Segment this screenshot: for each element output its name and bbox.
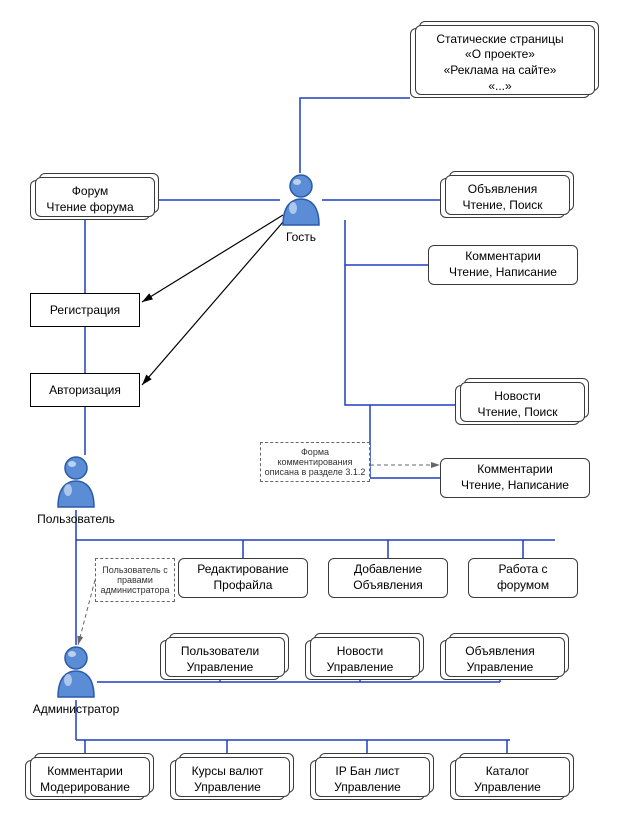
plain-box-line: Объявления [353, 578, 422, 594]
plain-box-comments1: КомментарииЧтение, Написание [428, 245, 578, 285]
note-text: Пользователь с правами администратора [99, 565, 171, 595]
actor-label-guest: Гость [241, 230, 361, 244]
stack-box-line: Модерирование [40, 780, 130, 796]
stack-box-line: Управление [187, 660, 254, 676]
stack-box-line: Чтение, Поиск [463, 198, 543, 214]
plain-box-line: Комментарии [477, 462, 553, 478]
plain-box-edit_profile: РедактированиеПрофайла [178, 558, 308, 598]
stack-box-rates_mgmt: Курсы валютУправление [170, 760, 285, 800]
stack-box-line: Чтение, Поиск [478, 405, 558, 421]
stack-box-line: Форум [72, 184, 108, 200]
plain-box-line: Профайла [214, 578, 273, 594]
plain-box-forum_work: Работа сфорумом [468, 558, 578, 598]
actor-guest [283, 175, 319, 225]
plain-box-line: Добавление [354, 562, 422, 578]
stack-box-line: «О проекте» [465, 47, 535, 63]
stack-box-line: Статические страницы [436, 32, 563, 48]
stack-box-ads_mgmt: ОбъявленияУправление [440, 640, 560, 680]
note-note_admin: Пользователь с правами администратора [95, 558, 175, 602]
stack-box-news_read: НовостиЧтение, Поиск [455, 385, 580, 425]
actor-label-admin: Администратор [16, 702, 136, 716]
stack-box-line: Новости [494, 389, 540, 405]
plain-box-line: Работа с [499, 562, 548, 578]
stack-box-line: Каталог [486, 764, 530, 780]
stack-box-line: Новости [337, 644, 383, 660]
stack-box-line: Управление [474, 780, 541, 796]
plain-box-line: Чтение, Написание [461, 478, 569, 494]
rect-box-authorization: Авторизация [30, 373, 140, 407]
note-text: Форма комментирования описана в разделе … [264, 447, 366, 477]
plain-box-line: Редактирование [197, 562, 288, 578]
plain-box-comments2: КомментарииЧтение, Написание [440, 458, 590, 498]
actor-user [58, 457, 94, 507]
plain-box-line: форумом [497, 578, 549, 594]
rect-box-label: Регистрация [50, 303, 120, 317]
actor-admin [58, 647, 94, 697]
stack-box-line: Объявления [465, 644, 534, 660]
stack-box-users_mgmt: ПользователиУправление [160, 640, 280, 680]
stack-box-line: Чтение форума [46, 200, 133, 216]
plain-box-line: Комментарии [465, 249, 541, 265]
stack-box-line: «...» [488, 79, 511, 95]
stack-box-comments_mod: КомментарииМодерирование [25, 760, 145, 800]
rect-box-registration: Регистрация [30, 293, 140, 327]
plain-box-add_ad: ДобавлениеОбъявления [328, 558, 448, 598]
stack-box-line: Комментарии [47, 764, 123, 780]
stack-box-line: Курсы валют [192, 764, 264, 780]
stack-box-line: IP Бан лист [335, 764, 399, 780]
stack-box-ipban_mgmt: IP Бан листУправление [310, 760, 425, 800]
stack-box-line: Объявления [468, 182, 537, 198]
plain-box-line: Чтение, Написание [449, 265, 557, 281]
stack-box-line: Управление [327, 660, 394, 676]
stack-box-catalog_mgmt: КаталогУправление [450, 760, 565, 800]
stack-box-static_pages: Статические страницы«О проекте»«Реклама … [410, 28, 590, 98]
stack-box-news_mgmt: НовостиУправление [305, 640, 415, 680]
note-note_form: Форма комментирования описана в разделе … [260, 442, 370, 482]
actor-label-user: Пользователь [16, 512, 136, 526]
stack-box-line: Управление [467, 660, 534, 676]
stack-box-line: Управление [194, 780, 261, 796]
stack-box-line: Пользователи [181, 644, 259, 660]
stack-box-line: «Реклама на сайте» [444, 63, 557, 79]
rect-box-label: Авторизация [49, 383, 121, 397]
stack-box-forum_read: ФорумЧтение форума [30, 180, 150, 220]
stack-box-line: Управление [334, 780, 401, 796]
stack-box-ads_read: ОбъявленияЧтение, Поиск [440, 178, 565, 218]
